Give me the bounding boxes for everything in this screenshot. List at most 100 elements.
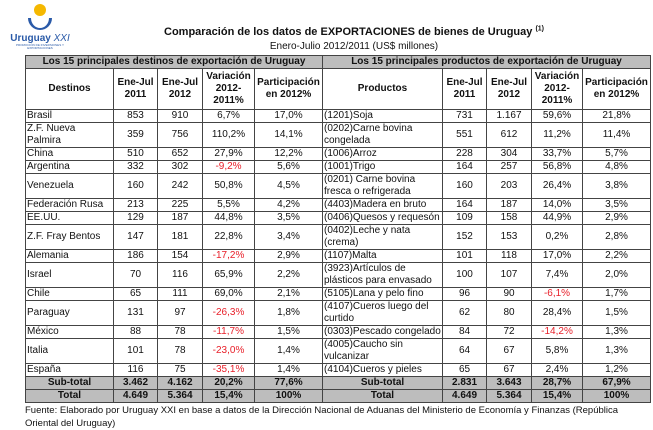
left-cell-share: 3,4%	[254, 224, 323, 250]
left-cell-share: 1,4%	[254, 338, 323, 364]
right-cell-2011: 109	[442, 211, 487, 225]
right-cell-2012: 3.643	[486, 376, 532, 390]
right-cell-share: 1,7%	[581, 287, 652, 301]
right-cell-label: (1201)Soja	[322, 109, 443, 123]
products-section-title: Los 15 principales productos de exportac…	[321, 55, 652, 69]
right-cell-label: (4104)Cueros y pieles	[322, 363, 443, 377]
left-cell-variation: 65,9%	[202, 262, 255, 288]
right-cell-2012: 203	[486, 173, 532, 199]
right-cell-share: 11,4%	[581, 122, 652, 148]
left-cell-label: Paraguay	[25, 300, 114, 326]
destinations-section-title: Los 15 principales destinos de exportaci…	[25, 55, 323, 69]
left-cell-label: Argentina	[25, 160, 114, 174]
right-cell-label: (1001)Trigo	[322, 160, 443, 174]
right-cell-share: 3,8%	[581, 173, 652, 199]
right-column-header: Variación 2012-2011%	[531, 68, 583, 110]
table-row: España 116 75 -35,1% 1,4% (4104)Cueros y piel…	[25, 363, 652, 377]
logo-name: Uruguay XXI	[10, 33, 70, 44]
table-row: Argentina 332 302 -9,2% 5,6% (1001)Trigo 164 25…	[25, 160, 652, 174]
left-cell-share: 77,6%	[254, 376, 323, 390]
right-cell-2012: 304	[486, 147, 532, 161]
left-cell-2011: 186	[113, 249, 158, 263]
right-cell-variation: 33,7%	[531, 147, 583, 161]
right-cell-label: Total	[322, 389, 443, 403]
right-cell-share: 1,5%	[581, 300, 652, 326]
left-cell-2012: 116	[157, 262, 203, 288]
left-cell-2011: 160	[113, 173, 158, 199]
left-cell-2011: 147	[113, 224, 158, 250]
right-cell-share: 1,2%	[581, 363, 652, 377]
right-cell-2011: 96	[442, 287, 487, 301]
right-cell-variation: 56,8%	[531, 160, 583, 174]
left-cell-share: 4,5%	[254, 173, 323, 199]
left-cell-label: Z.F. Nueva Palmira	[25, 122, 114, 148]
left-cell-2011: 510	[113, 147, 158, 161]
left-cell-share: 3,5%	[254, 211, 323, 225]
right-cell-share: 100%	[581, 389, 652, 403]
left-cell-2012: 302	[157, 160, 203, 174]
right-cell-share: 2,0%	[581, 262, 652, 288]
right-cell-share: 2,8%	[581, 224, 652, 250]
right-cell-variation: 2,4%	[531, 363, 583, 377]
left-cell-2011: 3.462	[113, 376, 158, 390]
right-cell-2012: 158	[486, 211, 532, 225]
left-cell-2012: 242	[157, 173, 203, 199]
right-cell-label: (0406)Quesos y requesón	[322, 211, 443, 225]
table-row: Italia 101 78 -23,0% 1,4% (4005)Caucho sin vu…	[25, 338, 652, 364]
left-cell-label: Chile	[25, 287, 114, 301]
left-cell-variation: 6,7%	[202, 109, 255, 123]
left-cell-2012: 652	[157, 147, 203, 161]
left-cell-label: Sub-total	[25, 376, 114, 390]
left-cell-variation: -11,7%	[202, 325, 255, 339]
left-cell-2012: 225	[157, 198, 203, 212]
right-cell-share: 1,3%	[581, 338, 652, 364]
right-cell-label: (4107)Cueros luego del curtido	[322, 300, 443, 326]
right-cell-2011: 100	[442, 262, 487, 288]
right-cell-share: 3,5%	[581, 198, 652, 212]
left-cell-2012: 75	[157, 363, 203, 377]
left-cell-share: 2,9%	[254, 249, 323, 263]
left-cell-variation: 110,2%	[202, 122, 255, 148]
right-cell-share: 2,2%	[581, 249, 652, 263]
table-row: Venezuela 160 242 50,8% 4,5% (0201) Carne bov…	[25, 173, 652, 199]
table-row: EE.UU. 129 187 44,8% 3,5% (0406)Quesos y requ…	[25, 211, 652, 225]
right-cell-2012: 5.364	[486, 389, 532, 403]
right-cell-2011: 101	[442, 249, 487, 263]
right-cell-variation: 28,7%	[531, 376, 583, 390]
exports-table: Los 15 principales destinos de exportaci…	[25, 55, 652, 403]
right-cell-2012: 1.167	[486, 109, 532, 123]
right-cell-variation: 11,2%	[531, 122, 583, 148]
left-cell-share: 1,8%	[254, 300, 323, 326]
left-cell-variation: 22,8%	[202, 224, 255, 250]
uruguay-xxi-logo: Uruguay XXI PROMOCIÓN DE INVERSIONES Y E…	[4, 2, 76, 52]
table-row: Brasil 853 910 6,7% 17,0% (1201)Soja 731 1.167 5…	[25, 109, 652, 123]
left-cell-label: Z.F. Fray Bentos	[25, 224, 114, 250]
right-cell-2011: 731	[442, 109, 487, 123]
left-cell-label: Brasil	[25, 109, 114, 123]
left-cell-variation: -23,0%	[202, 338, 255, 364]
left-cell-label: EE.UU.	[25, 211, 114, 225]
source-footnote: Fuente: Elaborado por Uruguay XXI en bas…	[25, 405, 619, 429]
left-cell-2011: 70	[113, 262, 158, 288]
left-cell-2011: 131	[113, 300, 158, 326]
left-cell-variation: 44,8%	[202, 211, 255, 225]
left-cell-share: 5,6%	[254, 160, 323, 174]
left-cell-label: Total	[25, 389, 114, 403]
left-cell-share: 14,1%	[254, 122, 323, 148]
left-cell-variation: -9,2%	[202, 160, 255, 174]
right-cell-share: 1,3%	[581, 325, 652, 339]
right-cell-2012: 257	[486, 160, 532, 174]
right-cell-label: (1107)Malta	[322, 249, 443, 263]
left-cell-variation: -26,3%	[202, 300, 255, 326]
table-row: Paraguay 131 97 -26,3% 1,8% (4107)Cueros lueg…	[25, 300, 652, 326]
right-cell-2012: 153	[486, 224, 532, 250]
right-cell-2012: 612	[486, 122, 532, 148]
left-cell-2012: 910	[157, 109, 203, 123]
left-cell-variation: -17,2%	[202, 249, 255, 263]
left-cell-variation: 15,4%	[202, 389, 255, 403]
left-cell-label: China	[25, 147, 114, 161]
left-column-header: Ene-Jul 2012	[157, 68, 203, 110]
left-cell-label: Venezuela	[25, 173, 114, 199]
right-column-header: Productos	[322, 68, 443, 110]
right-cell-2011: 551	[442, 122, 487, 148]
